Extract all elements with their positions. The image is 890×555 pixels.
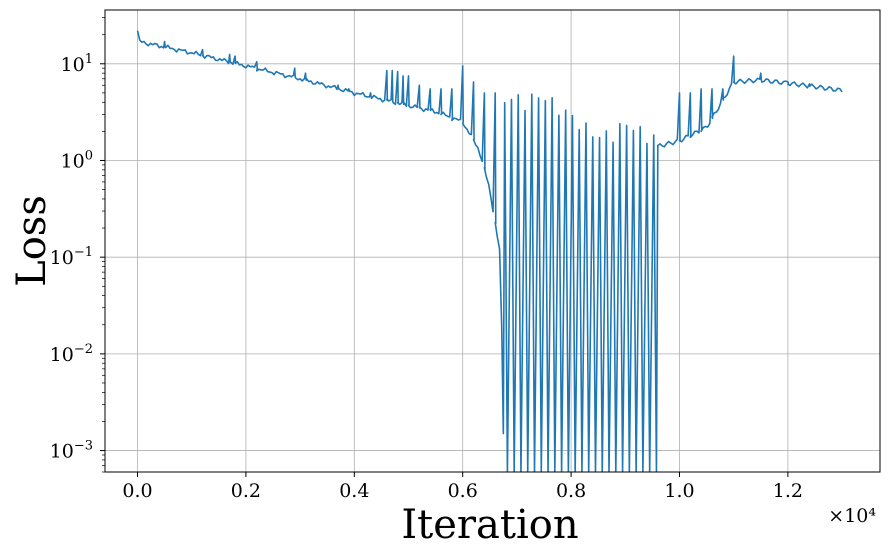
y-tick-label: 101	[61, 52, 93, 76]
y-tick-label: 100	[61, 148, 93, 172]
x-tick-label: 1.2	[773, 480, 803, 502]
y-axis-label: Loss	[9, 195, 55, 287]
x-tick-label: 0.8	[556, 480, 586, 502]
x-axis-multiplier: ×10⁴	[828, 505, 876, 527]
y-tick-label: 10−1	[50, 245, 93, 269]
series-group	[136, 30, 843, 472]
y-tick-label: 10−3	[50, 439, 93, 463]
y-tick-label: 10−2	[50, 342, 93, 366]
x-tick-label: 1.0	[664, 480, 694, 502]
x-tick-label: 0.6	[448, 480, 478, 502]
plot-frame	[104, 9, 881, 473]
loss-series-line	[136, 30, 843, 472]
y-axis-ticks: 10−3 10−2 10−1 100 101	[50, 17, 105, 473]
x-axis-ticks: 0.0 0.2 0.4 0.6 0.8 1.0 1.2	[122, 472, 803, 502]
x-tick-label: 0.4	[339, 480, 369, 502]
x-axis-label: Iteration	[401, 502, 578, 548]
plot-area	[105, 10, 880, 472]
x-tick-label: 0.0	[122, 480, 152, 502]
x-tick-label: 0.2	[231, 480, 261, 502]
